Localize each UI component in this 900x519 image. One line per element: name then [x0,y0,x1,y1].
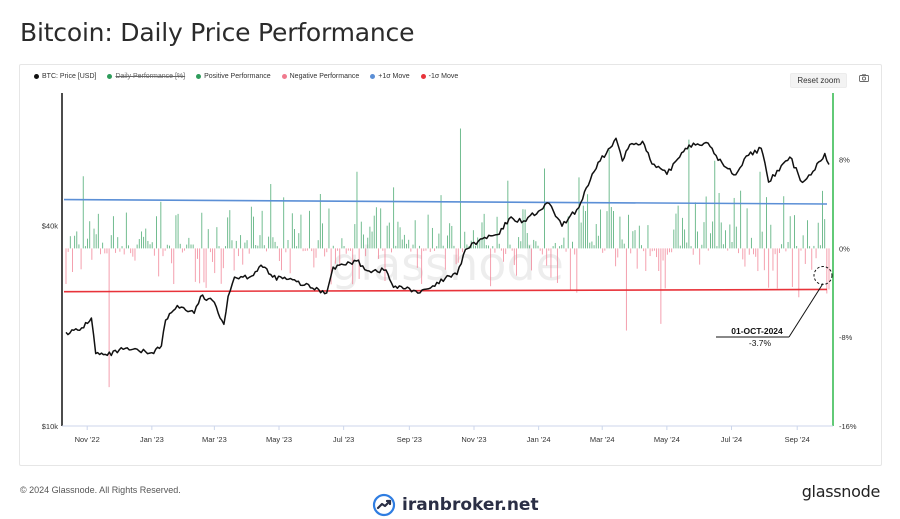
footer-brand-logo: glassnode [801,482,881,501]
legend-item-0[interactable]: BTC: Price [USD] [34,73,96,80]
legend-dot-icon [420,74,426,79]
x-axis-tick-label: Nov '23 [461,435,486,444]
legend-dot-icon [34,74,39,79]
right-axis-tick-label: 0% [839,244,850,253]
reset-zoom-button[interactable]: Reset zoom [790,73,847,88]
legend-label: +1σ Move [378,73,410,80]
page-title: Bitcoin: Daily Price Performance [20,18,415,47]
x-axis-tick-label: Mar '24 [590,435,615,444]
trend-chart-icon [372,493,396,517]
legend-label: -1σ Move [428,73,459,80]
x-axis-tick-label: Jul '23 [333,435,354,444]
legend-label: Negative Performance [289,73,360,80]
legend-item-3[interactable]: Negative Performance [281,73,360,80]
chart-legend: BTC: Price [USD] Daily Performance [%] Pos… [34,73,458,80]
x-axis-tick-label: May '23 [266,435,292,444]
x-axis-tick-label: Jul '24 [721,435,742,444]
legend-dot-icon [196,74,202,79]
legend-item-2[interactable]: Positive Performance [196,73,271,80]
x-axis-tick-label: Sep '24 [785,435,810,444]
left-axis-tick-label: $40k [42,222,59,231]
x-axis-tick-label: May '24 [654,435,680,444]
minus-sigma-line [63,288,828,293]
x-axis-tick-label: Mar '23 [202,435,227,444]
legend-item-5[interactable]: -1σ Move [420,73,459,80]
chart-panel: BTC: Price [USD] Daily Performance [%] Pos… [19,64,882,466]
annotation-leader-line [788,283,824,338]
site-watermark-text: iranbroker.net [402,495,539,515]
legend-dot-icon [107,74,113,79]
legend-dot-icon [370,74,376,79]
left-axis-tick-label: $10k [42,422,59,431]
right-axis-tick-label: 8% [839,156,850,165]
legend-label: BTC: Price [USD] [42,73,97,80]
x-axis-tick-label: Jan '23 [140,435,164,444]
legend-item-1[interactable]: Daily Performance [%] [107,73,185,80]
legend-label: Daily Performance [%] [115,73,186,80]
legend-label: Positive Performance [204,73,271,80]
annotation-date-label: 01-OCT-2024 [731,326,783,336]
right-axis-tick-label: -8% [839,333,853,342]
annotation-value-label: -3.7% [749,338,772,348]
plus-sigma-line [63,198,828,205]
site-watermark: iranbroker.net [372,493,539,517]
btc-price-line [65,137,830,357]
camera-icon[interactable] [859,74,869,82]
x-axis-tick-label: Nov '22 [75,435,100,444]
right-axis-tick-label: -16% [839,422,857,431]
x-axis-tick-label: Jan '24 [527,435,551,444]
annotation-marker [813,265,833,285]
legend-item-4[interactable]: +1σ Move [370,73,410,80]
footer-copyright: © 2024 Glassnode. All Rights Reserved. [20,485,181,495]
x-axis-tick-label: Sep '23 [397,435,422,444]
legend-dot-icon [281,74,287,79]
